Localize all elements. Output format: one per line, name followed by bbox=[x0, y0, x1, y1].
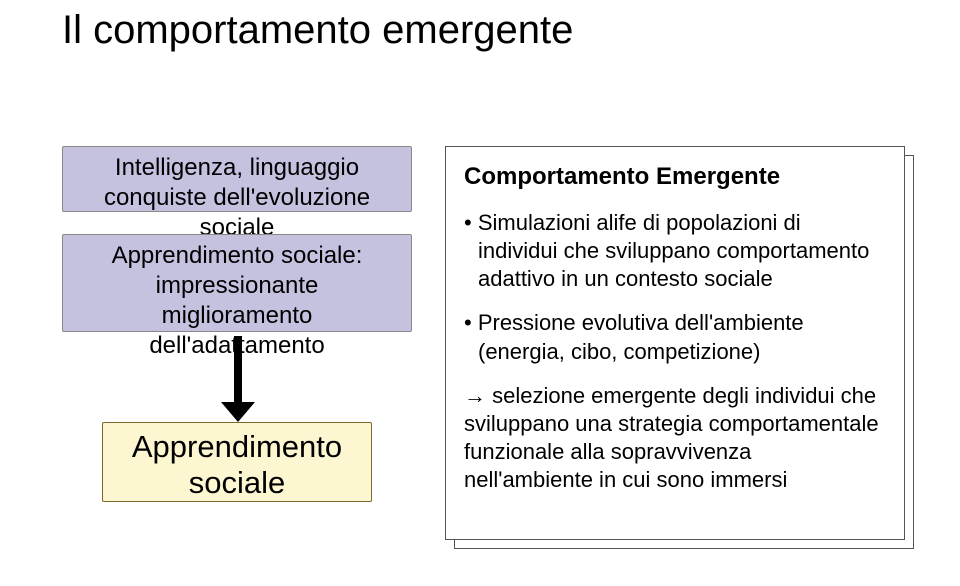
panel-conclusion: → selezione emergente degli individui ch… bbox=[464, 382, 886, 495]
arrow-down-shaft bbox=[234, 336, 242, 406]
panel-conclusion-text: selezione emergente degli individui che … bbox=[464, 383, 879, 492]
slide-title: Il comportamento emergente bbox=[62, 8, 573, 53]
arrow-right-icon: → bbox=[464, 383, 486, 408]
box2-line2: impressionante miglioramento bbox=[77, 271, 397, 331]
box3-line2: sociale bbox=[189, 465, 286, 500]
slide: Il comportamento emergente Intelligenza,… bbox=[0, 0, 960, 586]
arrow-down-head-icon bbox=[221, 402, 255, 422]
panel-emergent-behavior: Comportamento Emergente • Simulazioni al… bbox=[445, 146, 905, 540]
panel-bullet-2: • Pressione evolutiva dell'ambiente (ene… bbox=[464, 309, 886, 365]
panel-title: Comportamento Emergente bbox=[464, 163, 886, 191]
box-social-learning: Apprendimento sociale: impressionante mi… bbox=[62, 234, 412, 332]
panel-bullet-1: • Simulazioni alife di popolazioni di in… bbox=[464, 209, 886, 293]
box-intelligence: Intelligenza, linguaggio conquiste dell'… bbox=[62, 146, 412, 212]
box1-line1: Intelligenza, linguaggio bbox=[77, 153, 397, 183]
box-apprendimento-sociale: Apprendimento sociale bbox=[102, 422, 372, 502]
box2-line1: Apprendimento sociale: bbox=[77, 241, 397, 271]
box3-line1: Apprendimento bbox=[132, 429, 342, 464]
